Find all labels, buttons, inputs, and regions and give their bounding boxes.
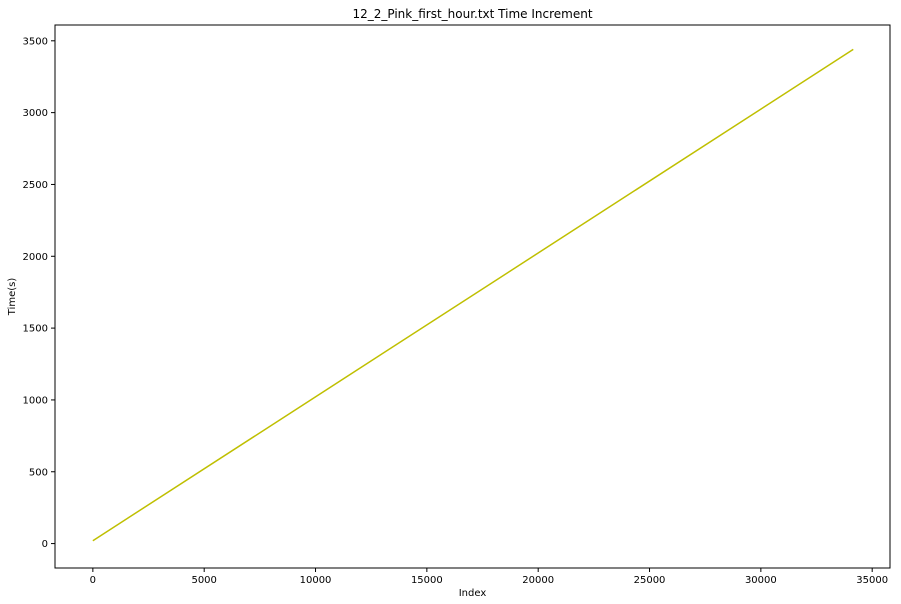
- chart-title: 12_2_Pink_first_hour.txt Time Increment: [352, 7, 592, 21]
- y-axis-label: Time(s): [7, 278, 18, 317]
- x-tick-label: 5000: [191, 575, 216, 586]
- y-tick-label: 2000: [23, 252, 48, 263]
- y-tick-label: 1000: [23, 395, 48, 406]
- x-tick-label: 25000: [634, 575, 666, 586]
- x-tick-label: 35000: [856, 575, 888, 586]
- x-tick-label: 0: [90, 575, 96, 586]
- x-tick-label: 15000: [411, 575, 443, 586]
- y-tick-label: 3000: [23, 108, 48, 119]
- x-tick-label: 20000: [522, 575, 554, 586]
- plot-area-frame: [54, 24, 891, 569]
- x-tick-label: 30000: [745, 575, 777, 586]
- x-tick-label: 10000: [300, 575, 332, 586]
- y-tick-label: 0: [42, 539, 48, 550]
- y-tick-label: 500: [29, 467, 48, 478]
- y-tick-label: 3500: [23, 36, 48, 47]
- y-tick-label: 2500: [23, 180, 48, 191]
- y-axis: 0 500 1000 1500 2000 2500 3000 3500: [23, 36, 55, 550]
- series-line-0: [92, 48, 854, 542]
- x-axis-label: Index: [459, 588, 487, 599]
- x-axis: 0 5000 10000 15000 20000 25000 30000 35000: [90, 568, 888, 586]
- y-tick-label: 1500: [23, 324, 48, 335]
- series-layer: [92, 48, 854, 542]
